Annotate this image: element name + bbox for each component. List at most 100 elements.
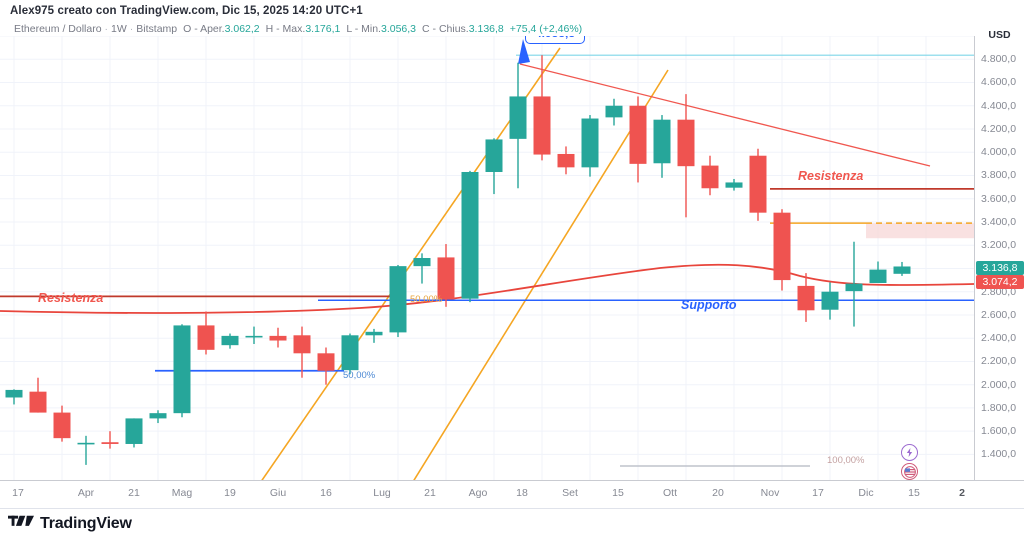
candle[interactable] [269, 327, 287, 348]
support-label: Supporto [681, 298, 737, 312]
candle[interactable] [893, 261, 911, 276]
candle[interactable] [53, 405, 71, 442]
resistance-label-right: Resistenza [798, 169, 864, 183]
legend-sep-1: · [104, 23, 109, 35]
time-axis-tick: 21 [424, 487, 436, 499]
candle[interactable] [653, 115, 671, 178]
candle-body [341, 335, 359, 371]
candle[interactable] [413, 253, 431, 284]
legend-sep-2: · [129, 23, 134, 35]
time-axis-tick: 21 [128, 487, 140, 499]
candle[interactable] [509, 62, 527, 189]
candle-body [389, 266, 407, 333]
candle[interactable] [677, 94, 695, 218]
candle[interactable] [629, 96, 647, 183]
open-price-tag: 3.074,2 [976, 275, 1024, 289]
candle-body [605, 105, 623, 118]
time-axis-tick: 20 [712, 487, 724, 499]
candle-body [773, 212, 791, 281]
candle[interactable] [749, 148, 767, 221]
tradingview-logo-icon[interactable] [8, 514, 34, 534]
candle[interactable] [533, 55, 551, 161]
candle[interactable] [797, 273, 815, 322]
candle[interactable] [245, 326, 263, 345]
candle[interactable] [5, 389, 23, 405]
candle[interactable] [437, 244, 455, 307]
fib-50-lower-label: 50,00% [343, 370, 376, 381]
candle-body [317, 353, 335, 371]
time-axis[interactable]: 17 Apr 21 Mag 19 Giu 16 Lug 21 Ago 18 Set 15 Ott 20 Nov… [0, 480, 1024, 508]
fib-50-upper-label: 50,00% [410, 294, 443, 305]
time-axis-tick: Nov [760, 487, 780, 499]
candle-body [629, 105, 647, 164]
candle[interactable] [725, 178, 743, 191]
candle-body [749, 155, 767, 213]
candle[interactable] [821, 282, 839, 320]
candle[interactable] [101, 431, 119, 449]
candle[interactable] [557, 146, 575, 175]
price-axis-tick: 3.200,0 [981, 239, 1017, 252]
candle-body [269, 335, 287, 341]
candle-body [797, 285, 815, 311]
candle-body [893, 266, 911, 274]
candle-body [293, 335, 311, 354]
moving-average-line [0, 263, 974, 314]
candle[interactable] [701, 155, 719, 196]
candle[interactable] [77, 435, 95, 465]
lightning-badge-icon[interactable] [901, 444, 918, 461]
candle-body [149, 413, 167, 419]
candle-body [125, 418, 143, 444]
candle-body [437, 257, 455, 300]
time-axis-tick: 15 [908, 487, 920, 499]
price-axis-tick: 4.400,0 [981, 99, 1017, 112]
price-axis-tick: 4.000,0 [981, 146, 1017, 159]
legend-interval[interactable]: 1W [111, 23, 127, 35]
candle-body [677, 119, 695, 167]
candle[interactable] [605, 98, 623, 126]
candle[interactable] [29, 377, 47, 413]
price-axis-tick: 2.600,0 [981, 308, 1017, 321]
candle-body [869, 269, 887, 283]
legend-symbol[interactable]: Ethereum / Dollaro [14, 23, 102, 35]
candle[interactable] [221, 333, 239, 349]
legend-exchange[interactable]: Bitstamp [136, 23, 178, 35]
candle[interactable] [869, 261, 887, 283]
candle[interactable] [845, 241, 863, 327]
footer-bar: TradingView [0, 508, 1024, 539]
candle-body [581, 118, 599, 168]
candle-body [29, 391, 47, 413]
candle-body [821, 291, 839, 310]
legend-high-label: H - Max. [265, 23, 306, 35]
candle[interactable] [341, 333, 359, 375]
candle[interactable] [149, 410, 167, 424]
candle-body [365, 331, 383, 336]
price-axis[interactable]: USD 4.800,0 4.600,0 4.400,0 4.200,0 4.000,0 3… [974, 29, 1024, 480]
candle[interactable] [173, 324, 191, 418]
candle[interactable] [485, 138, 503, 195]
candle[interactable] [197, 311, 215, 355]
fib-zone-shading [866, 223, 974, 239]
candle[interactable] [293, 326, 311, 378]
candle[interactable] [365, 328, 383, 343]
time-axis-tick: Mag [171, 487, 193, 499]
candle[interactable] [581, 115, 599, 177]
time-axis-tick: Dic [858, 487, 874, 499]
candle-body [5, 389, 23, 398]
candle[interactable] [773, 209, 791, 291]
legend-close-label: C - Chius. [422, 23, 469, 35]
candle-body [245, 335, 263, 338]
candle-body [101, 442, 119, 444]
price-axis-tick: 1.400,0 [981, 448, 1017, 461]
us-flag-badge-icon[interactable] [901, 463, 918, 480]
candle[interactable] [125, 418, 143, 448]
price-axis-tick: 4.600,0 [981, 76, 1017, 89]
legend-close-value: 3.136,8 [468, 23, 504, 35]
price-axis-currency: USD [988, 29, 1011, 41]
chart-plot-area[interactable]: 4.955,3 Resistenza Resistenza Supporto 5… [0, 36, 974, 480]
candle[interactable] [461, 170, 479, 303]
time-axis-tick: 2 [959, 487, 965, 499]
candle[interactable] [317, 347, 335, 385]
price-axis-tick: 3.800,0 [981, 169, 1017, 182]
price-axis-tick: 1.600,0 [981, 425, 1017, 438]
candle[interactable] [389, 264, 407, 338]
